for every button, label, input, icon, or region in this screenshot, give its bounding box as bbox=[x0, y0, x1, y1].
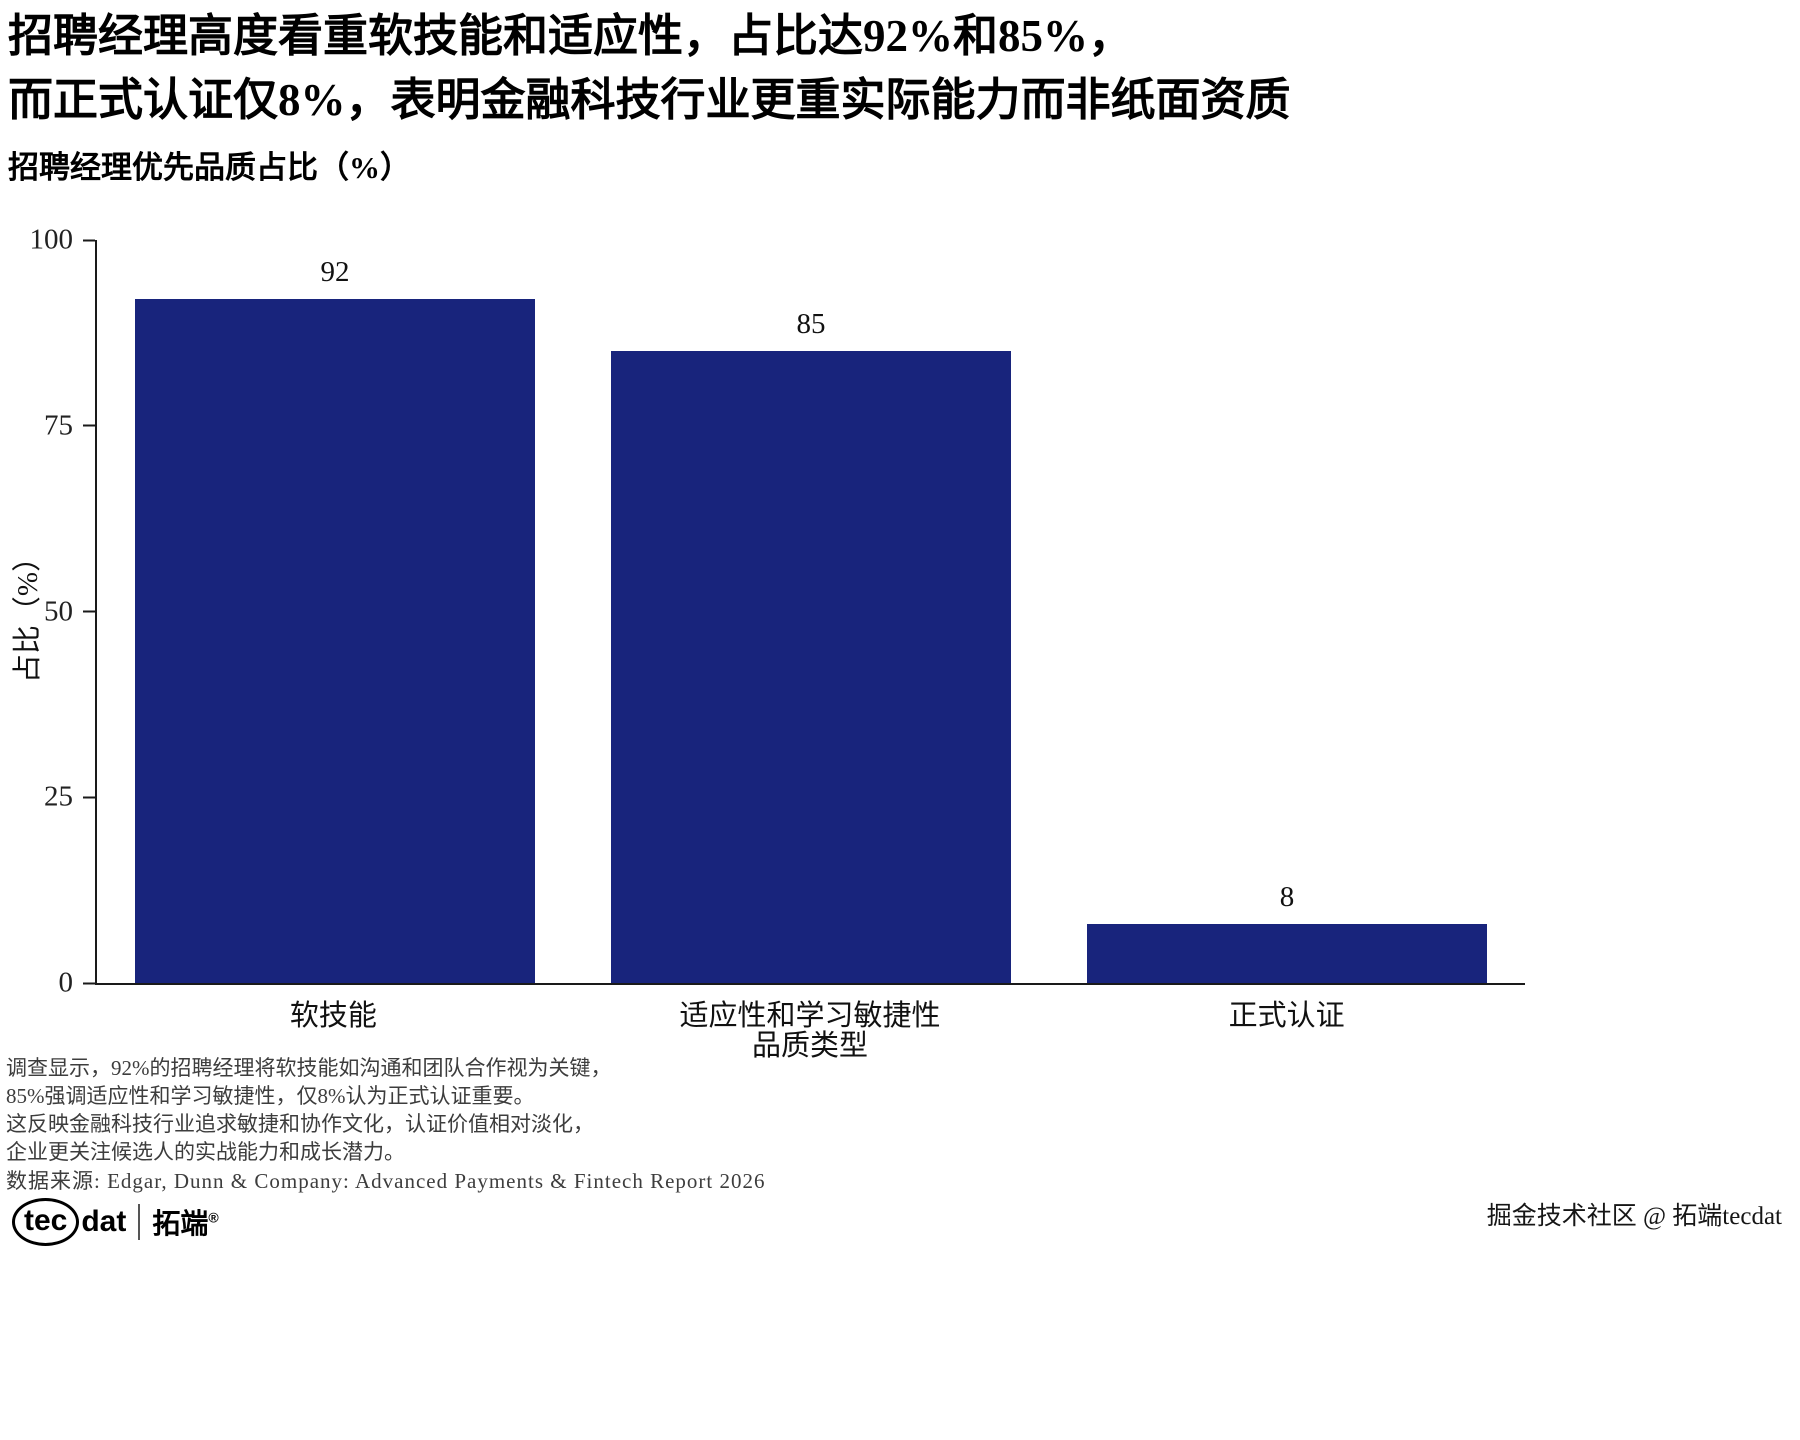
y-tick: 0 bbox=[19, 967, 95, 1000]
bar-slot: 8 bbox=[1049, 240, 1525, 983]
bar-slot: 92 bbox=[97, 240, 573, 983]
y-tick: 75 bbox=[19, 409, 95, 442]
y-tick-mark bbox=[83, 796, 95, 799]
tecdat-logo: tec dat 拓端® bbox=[12, 1198, 219, 1246]
caption-line: 这反映金融科技行业追求敏捷和协作文化，认证价值相对淡化， bbox=[6, 1112, 594, 1136]
logo-circle-text: tec bbox=[12, 1198, 80, 1246]
bar-slot: 85 bbox=[573, 240, 1049, 983]
bar-value-label: 85 bbox=[796, 308, 826, 341]
title-line-2: 而正式认证仅8%，表明金融科技行业更重实际能力而非纸面资质 bbox=[8, 75, 1291, 125]
bar-正式认证 bbox=[1087, 923, 1487, 983]
caption-line: 调查显示，92%的招聘经理将软技能如沟通和团队合作视为关键， bbox=[6, 1056, 612, 1080]
x-tick-label: 软技能 bbox=[289, 1000, 377, 1032]
bars-row: 92 85 8 bbox=[97, 240, 1525, 983]
bar-软技能 bbox=[135, 299, 535, 983]
y-tick-mark bbox=[83, 239, 95, 241]
caption-line: 企业更关注候选人的实战能力和成长潜力。 bbox=[6, 1140, 405, 1164]
y-tick-label: 25 bbox=[44, 780, 73, 813]
logo-brand-cn: 拓端® bbox=[152, 1202, 218, 1242]
bar-value-label: 92 bbox=[320, 256, 350, 289]
watermark-text: 掘金技术社区 @ 拓端tecdat bbox=[1486, 1203, 1782, 1230]
registered-mark-icon: ® bbox=[208, 1209, 219, 1226]
y-tick-label: 0 bbox=[58, 966, 74, 999]
y-tick-label: 75 bbox=[44, 409, 73, 442]
bar-适应性和学习敏捷性 bbox=[611, 351, 1011, 983]
logo-divider bbox=[138, 1204, 141, 1240]
x-tick-label: 适应性和学习敏捷性 bbox=[679, 1000, 941, 1032]
y-tick-mark bbox=[83, 610, 95, 613]
y-tick: 25 bbox=[19, 781, 95, 814]
data-source-line: 数据来源: Edgar, Dunn & Company: Advanced Pa… bbox=[6, 1169, 766, 1193]
logo-brand-text: 拓端 bbox=[152, 1208, 209, 1239]
y-tick-mark bbox=[83, 982, 95, 984]
caption-line: 85%强调适应性和学习敏捷性，仅8%认为正式认证重要。 bbox=[6, 1084, 535, 1108]
plot-area: 92 85 8 0 25 50 75 100 bbox=[30, 224, 1525, 999]
chart-subtitle: 招聘经理优先品质占比（%） bbox=[8, 150, 411, 185]
page-title: 招聘经理高度看重软技能和适应性，占比达92%和85%， 而正式认证仅8%，表明金… bbox=[8, 4, 1291, 132]
x-tick-label: 正式认证 bbox=[1228, 1000, 1345, 1032]
caption-block: 调查显示，92%的招聘经理将软技能如沟通和团队合作视为关键， 85%强调适应性和… bbox=[6, 1054, 766, 1196]
y-tick-label: 100 bbox=[29, 223, 74, 256]
x-axis-label: 品质类型 bbox=[751, 1030, 868, 1062]
y-tick-label: 50 bbox=[44, 595, 73, 627]
bar-value-label: 8 bbox=[1279, 880, 1295, 913]
title-line-1: 招聘经理高度看重软技能和适应性，占比达92%和85%， bbox=[8, 11, 1134, 61]
y-tick: 50 bbox=[19, 595, 95, 628]
logo-dat-text: dat bbox=[81, 1205, 127, 1238]
y-tick: 100 bbox=[19, 224, 95, 257]
x-tick-row: 软技能 适应性和学习敏捷性 正式认证 bbox=[95, 992, 1525, 1034]
y-tick-mark bbox=[83, 424, 95, 427]
